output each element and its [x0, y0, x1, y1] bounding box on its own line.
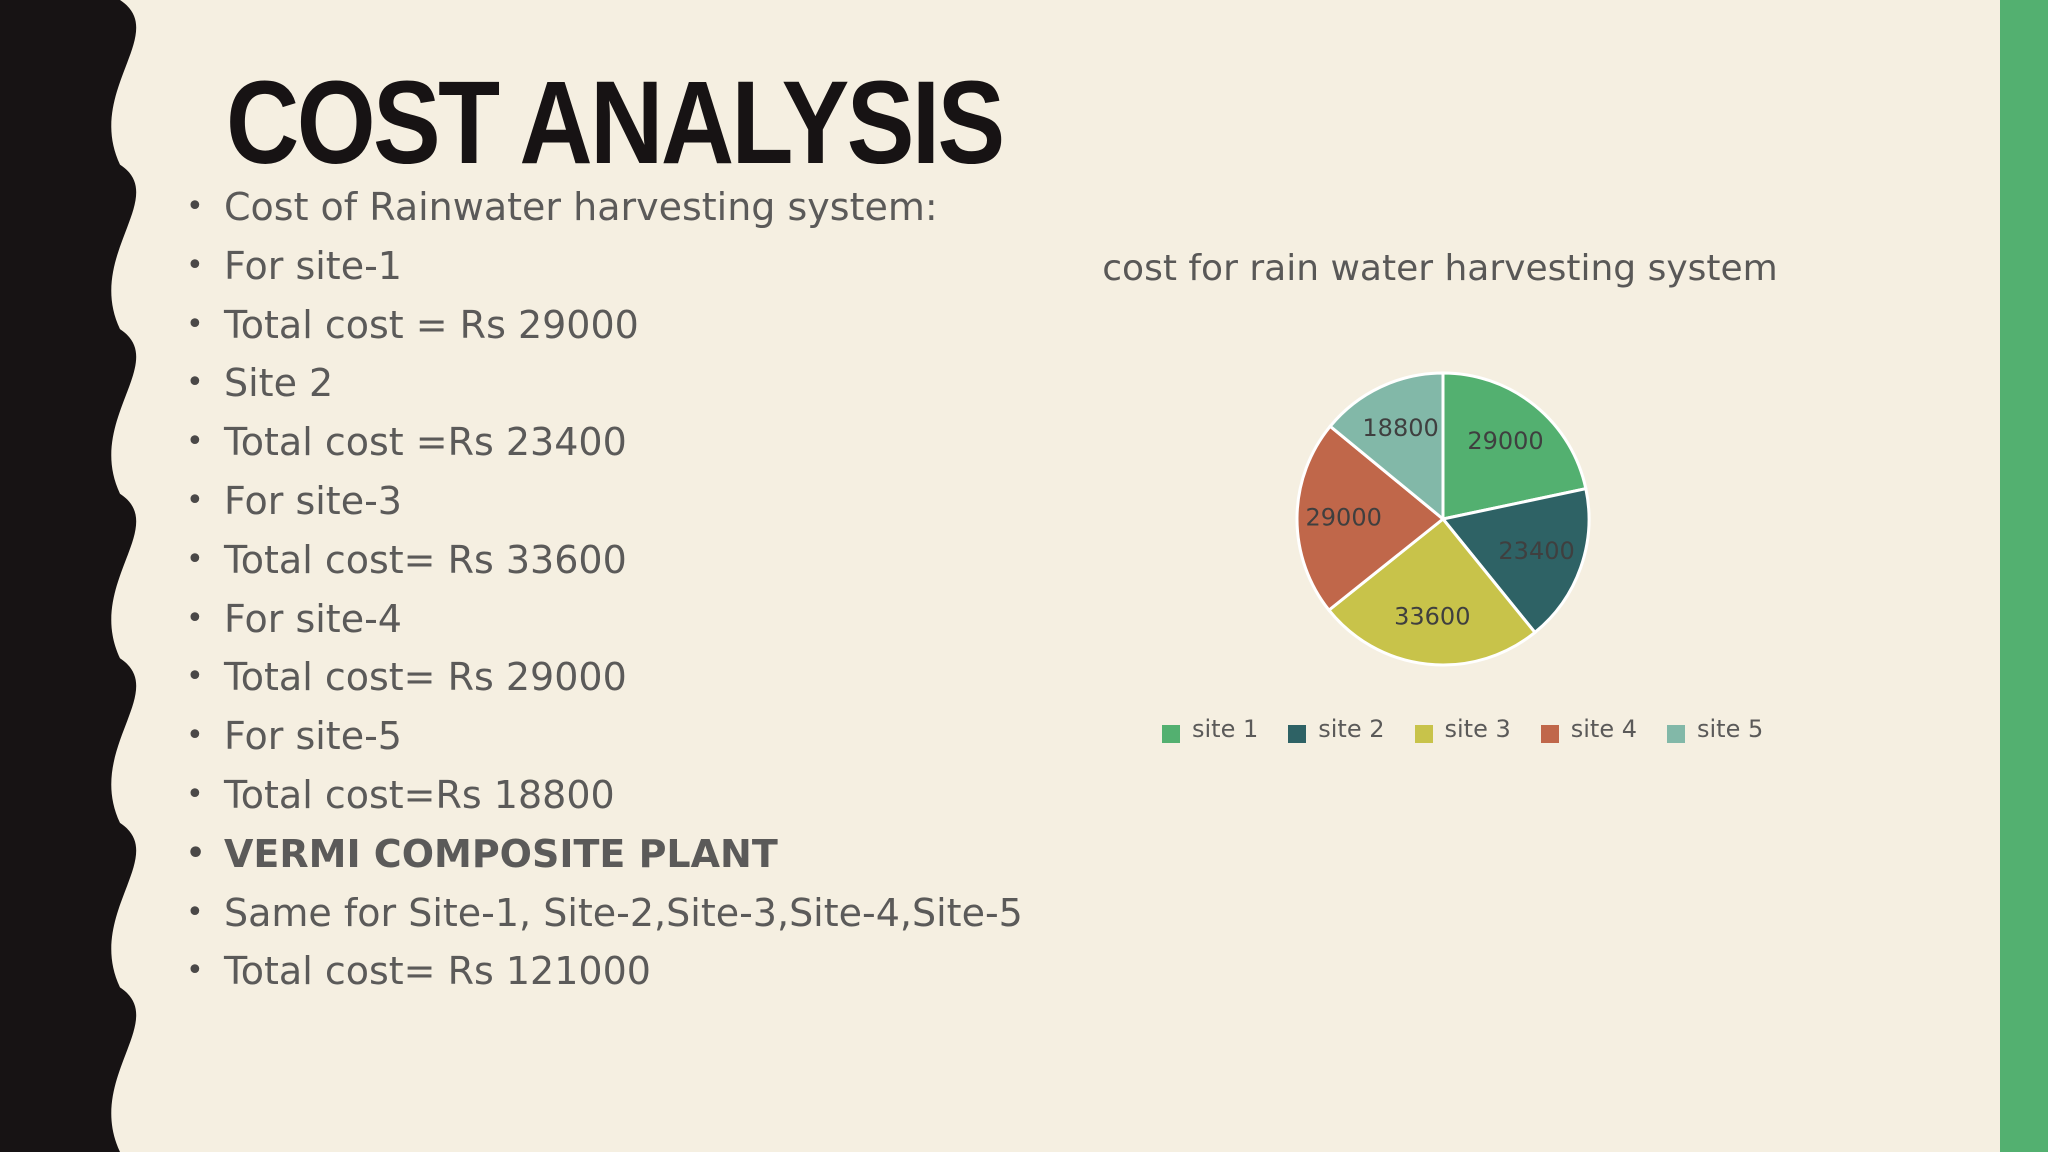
legend-item-site-2: site 2 — [1288, 715, 1385, 743]
chart-title: cost for rain water harvesting system — [1102, 248, 1778, 289]
legend-swatch — [1288, 725, 1307, 743]
legend-label: site 1 — [1192, 715, 1259, 743]
legend-item-site-4: site 4 — [1540, 715, 1637, 743]
pie-data-label: 29000 — [1306, 503, 1382, 531]
pie-data-label: 29000 — [1467, 427, 1543, 455]
bullet-item: Same for Site-1, Site-2,Site-3,Site-4,Si… — [186, 884, 1023, 943]
pie-data-label: 18800 — [1362, 414, 1438, 442]
legend-swatch — [1414, 725, 1433, 743]
bullet-item: For site-1 — [186, 237, 1023, 296]
pie-data-label: 33600 — [1394, 603, 1470, 631]
bullet-item: Total cost = Rs 29000 — [186, 296, 1023, 355]
legend-swatch — [1667, 725, 1685, 743]
bullet-list: Cost of Rainwater harvesting system:For … — [186, 178, 1023, 1001]
bullet-item: Total cost= Rs 29000 — [186, 648, 1023, 707]
bullet-item: Total cost= Rs 33600 — [186, 531, 1023, 590]
pie-slice-site-5 — [1328, 371, 1445, 523]
legend-label: site 2 — [1318, 715, 1385, 743]
bullet-item: For site-4 — [186, 590, 1023, 649]
bullet-item: For site-3 — [186, 472, 1023, 531]
right-accent-band — [2000, 0, 2048, 1152]
wavy-band-shape — [0, 0, 137, 1152]
legend-swatch — [1540, 725, 1559, 743]
pie-slice-site-1 — [1441, 371, 1588, 521]
legend-label: site 3 — [1444, 715, 1511, 743]
slide-title: COST ANALYSIS — [226, 57, 1005, 189]
legend-label: site 5 — [1697, 715, 1764, 743]
bullet-item: Total cost= Rs 121000 — [186, 942, 1023, 1001]
bullet-item: Total cost =Rs 23400 — [186, 413, 1023, 472]
legend-item-site-3: site 3 — [1414, 715, 1511, 743]
bullet-item: Site 2 — [186, 354, 1023, 413]
pie-slice-site-3 — [1326, 516, 1538, 667]
legend-item-site-5: site 5 — [1667, 715, 1763, 743]
bullet-item: Cost of Rainwater harvesting system: — [186, 178, 1023, 237]
bullet-item: VERMI COMPOSITE PLANT — [186, 825, 1023, 884]
chart-legend: site 1 site 2 site 3 site 4 site 5 — [1162, 715, 1793, 743]
legend-swatch — [1162, 725, 1180, 743]
legend-item-site-1: site 1 — [1162, 715, 1258, 743]
pie-slice-site-4 — [1295, 424, 1446, 613]
pie-slice-site-2 — [1440, 486, 1591, 635]
legend-label: site 4 — [1570, 715, 1637, 743]
bullet-item: For site-5 — [186, 707, 1023, 766]
left-decorative-band — [0, 0, 137, 1152]
bullet-item: Total cost=Rs 18800 — [186, 766, 1023, 825]
pie-data-label: 23400 — [1498, 537, 1574, 565]
